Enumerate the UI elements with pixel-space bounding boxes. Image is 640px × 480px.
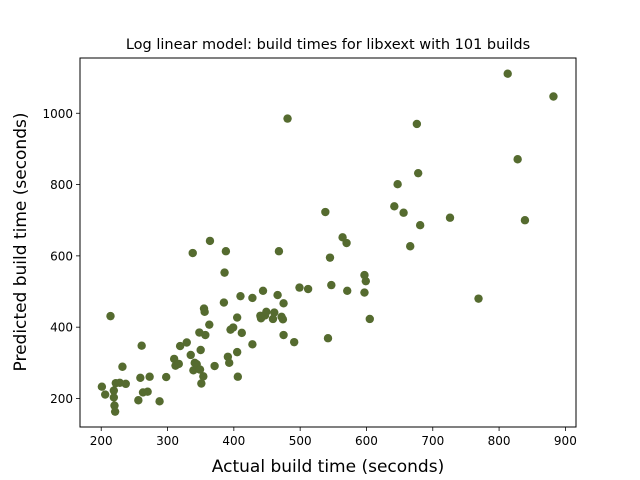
data-point (289, 337, 299, 347)
data-point (258, 286, 268, 296)
data-point (201, 330, 210, 340)
x-axis-title: Actual build time (seconds) (212, 457, 444, 477)
data-point (232, 313, 242, 322)
data-point (321, 207, 330, 217)
data-point (110, 407, 120, 416)
data-point (273, 290, 282, 300)
data-point (413, 168, 423, 178)
data-point (303, 284, 313, 294)
data-point (268, 314, 278, 324)
data-point (236, 291, 245, 301)
data-point (134, 396, 143, 405)
x-tick-label: 900 (554, 434, 577, 448)
x-axis-ticks: 200 300 400 500 600 700 800 900 (90, 427, 577, 448)
data-point (323, 334, 333, 343)
data-point (279, 330, 288, 340)
chart-title: Log linear model: build times for libxex… (126, 37, 530, 53)
data-point (248, 293, 257, 303)
x-tick-label: 800 (488, 434, 511, 448)
data-point (221, 247, 231, 256)
data-point (145, 372, 154, 381)
data-point (325, 253, 335, 262)
data-point (205, 320, 214, 329)
data-point (109, 393, 119, 402)
data-point (278, 315, 288, 324)
data-point (283, 114, 292, 123)
data-point (343, 286, 352, 296)
data-point (274, 247, 284, 256)
data-point (188, 248, 197, 258)
data-point (327, 280, 336, 290)
data-point (406, 242, 415, 251)
data-point (248, 340, 257, 349)
data-point (136, 373, 145, 382)
y-axis-title: Predicted build time (seconds) (11, 113, 31, 372)
data-point (503, 69, 512, 78)
data-point (118, 362, 127, 371)
y-axis-ticks: 200 400 600 800 1000 (42, 107, 80, 406)
data-point (360, 288, 369, 297)
plot-area-frame (79, 57, 577, 428)
x-tick-label: 300 (156, 434, 179, 448)
data-point (237, 328, 246, 338)
y-tick-label: 400 (50, 321, 73, 335)
data-point (197, 379, 206, 388)
y-tick-label: 1000 (42, 107, 73, 121)
data-point (279, 299, 288, 308)
data-points (97, 69, 558, 416)
data-point (399, 208, 408, 217)
data-point (174, 359, 183, 369)
data-point (210, 361, 219, 371)
data-point (101, 390, 110, 399)
data-point (295, 283, 304, 292)
data-point (225, 358, 234, 368)
data-point (199, 372, 208, 381)
data-point (228, 323, 238, 332)
data-point (121, 379, 130, 389)
data-point (109, 386, 119, 395)
data-point (270, 308, 279, 317)
x-tick-label: 400 (222, 434, 245, 448)
data-point (205, 236, 215, 246)
data-point (393, 180, 402, 189)
data-point (513, 155, 522, 164)
data-point (390, 202, 399, 211)
data-point (520, 216, 530, 225)
data-point (220, 268, 229, 277)
data-point (155, 397, 164, 406)
y-tick-label: 800 (50, 178, 73, 192)
x-tick-label: 200 (90, 434, 113, 448)
data-point (365, 314, 374, 324)
data-point (196, 345, 205, 355)
data-point (262, 307, 271, 317)
data-point (200, 307, 209, 317)
data-point (219, 298, 229, 307)
data-point (232, 347, 242, 357)
data-point (415, 221, 425, 230)
data-point (106, 311, 115, 321)
data-point (186, 350, 195, 360)
data-point (110, 401, 119, 410)
data-point (474, 294, 483, 303)
data-point (445, 213, 455, 222)
data-point (175, 341, 185, 351)
data-point (233, 372, 243, 381)
data-point (412, 119, 422, 129)
x-tick-label: 700 (421, 434, 444, 448)
x-tick-label: 600 (355, 434, 378, 448)
data-point (162, 372, 171, 382)
data-point (97, 382, 107, 391)
data-point (342, 238, 351, 248)
data-point (137, 341, 146, 350)
y-tick-label: 200 (50, 392, 73, 406)
data-point (143, 387, 152, 396)
x-tick-label: 500 (289, 434, 312, 448)
data-point (549, 92, 558, 101)
data-point (195, 365, 205, 374)
y-tick-label: 600 (50, 249, 73, 263)
data-point (182, 338, 191, 347)
data-point (361, 276, 370, 286)
